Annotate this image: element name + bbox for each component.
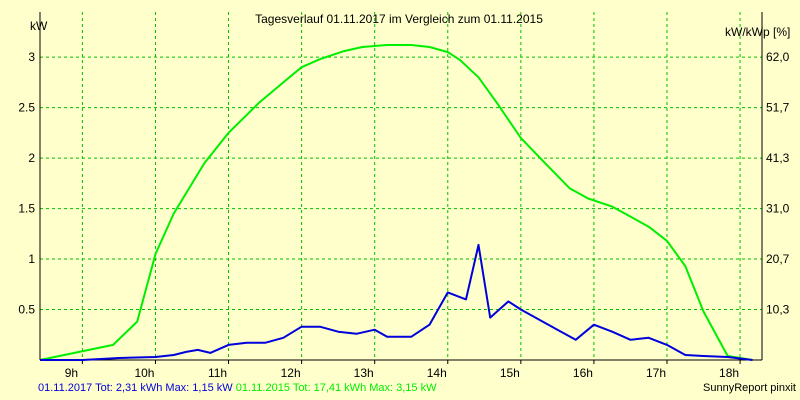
series-lines bbox=[39, 44, 753, 361]
axes bbox=[39, 12, 763, 364]
legend-2017: 01.11.2017 Tot: 2,31 kWh Max: 1,15 kW bbox=[38, 382, 233, 394]
chart-title: Tagesverlauf 01.11.2017 im Vergleich zum… bbox=[255, 12, 543, 26]
legend-2015: 01.11.2015 Tot: 17,41 kWh Max: 3,15 kW bbox=[235, 382, 437, 394]
y-tick-label-left: 1.5 bbox=[18, 202, 35, 216]
x-tick-label: 9h bbox=[65, 366, 78, 380]
x-tick-label: 18h bbox=[719, 366, 739, 380]
y-tick-label-left: 3 bbox=[28, 50, 35, 64]
y-tick-label-right: 51,7 bbox=[766, 101, 790, 115]
tick-labels: 9h 10h 11h 12h 13h 14h 15h 16h 17h 18h 0.5 10,3 1 20,… bbox=[18, 50, 789, 380]
y-tick-label-right: 20,7 bbox=[766, 252, 790, 266]
y-tick-label-right: 10,3 bbox=[766, 303, 790, 317]
y-tick-label-right: 62,0 bbox=[766, 50, 790, 64]
y-tick-label-right: 41,3 bbox=[766, 151, 790, 165]
x-tick-label: 15h bbox=[500, 366, 520, 380]
series-line-01-11-2017 bbox=[40, 243, 753, 361]
x-tick-label: 16h bbox=[573, 366, 593, 380]
y-tick-label-left: 0.5 bbox=[18, 303, 35, 317]
y-axis-label-right: kW/kWp [%] bbox=[725, 25, 790, 39]
x-tick-label: 17h bbox=[646, 366, 666, 380]
grid bbox=[40, 12, 762, 360]
x-tick-label: 10h bbox=[134, 366, 154, 380]
footer-credit: SunnyReport pinxit bbox=[703, 382, 796, 394]
y-tick-label-left: 2 bbox=[28, 151, 35, 165]
x-tick-label: 13h bbox=[354, 366, 374, 380]
y-tick-label-right: 31,0 bbox=[766, 202, 790, 216]
x-tick-label: 12h bbox=[281, 366, 301, 380]
y-tick-label-left: 2.5 bbox=[18, 101, 35, 115]
x-tick-label: 11h bbox=[208, 366, 227, 380]
x-tick-label: 14h bbox=[427, 366, 447, 380]
y-axis-label-left: kW bbox=[30, 19, 48, 33]
y-tick-label-left: 1 bbox=[28, 252, 35, 266]
series-line-01-11-2015 bbox=[39, 44, 753, 361]
footer-legend: 01.11.2017 Tot: 2,31 kWh Max: 1,15 kW 01… bbox=[38, 382, 436, 394]
